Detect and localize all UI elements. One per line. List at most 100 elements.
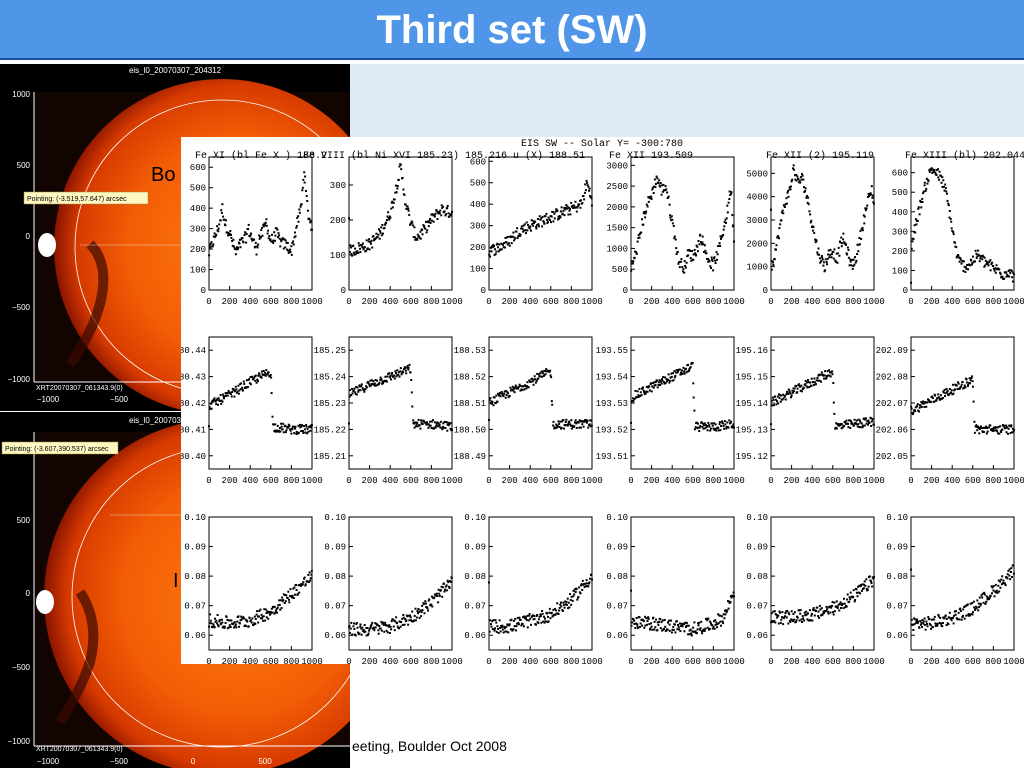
data-point bbox=[941, 397, 944, 399]
data-point bbox=[910, 407, 913, 410]
data-point bbox=[700, 421, 703, 424]
data-point bbox=[564, 424, 567, 427]
data-point bbox=[947, 394, 950, 397]
data-point bbox=[588, 581, 591, 584]
data-point bbox=[946, 389, 949, 392]
data-point bbox=[416, 610, 419, 613]
data-point bbox=[868, 194, 871, 196]
data-point bbox=[1005, 431, 1008, 434]
data-point bbox=[562, 419, 565, 421]
data-point bbox=[443, 420, 446, 423]
data-point bbox=[352, 244, 355, 247]
y-tick-label: 0.08 bbox=[606, 572, 628, 582]
data-point bbox=[525, 617, 527, 620]
data-point bbox=[288, 598, 290, 601]
data-point bbox=[822, 612, 825, 614]
data-point bbox=[525, 232, 527, 235]
data-point bbox=[556, 209, 559, 212]
image-name-top: eis_l0_20070307_204312 bbox=[129, 66, 222, 75]
data-point bbox=[996, 591, 999, 594]
data-point bbox=[247, 223, 250, 226]
data-point bbox=[230, 619, 233, 622]
data-point bbox=[934, 171, 937, 174]
data-point bbox=[649, 628, 651, 631]
data-point bbox=[427, 423, 430, 426]
data-point bbox=[999, 580, 1002, 583]
data-point bbox=[552, 220, 555, 223]
data-point bbox=[497, 628, 500, 630]
data-point bbox=[221, 203, 224, 206]
data-point bbox=[303, 425, 305, 427]
data-point bbox=[530, 380, 532, 383]
data-point bbox=[977, 249, 980, 252]
data-point bbox=[817, 379, 820, 382]
data-point bbox=[537, 622, 540, 625]
data-point bbox=[301, 186, 304, 189]
data-point bbox=[512, 628, 515, 631]
data-point bbox=[799, 612, 802, 615]
data-point bbox=[505, 630, 508, 633]
data-point bbox=[274, 234, 277, 237]
data-point bbox=[542, 220, 545, 223]
data-point bbox=[528, 614, 531, 617]
data-point bbox=[439, 426, 442, 429]
data-point bbox=[251, 375, 254, 378]
data-point bbox=[395, 191, 398, 194]
data-point bbox=[284, 239, 287, 242]
data-point bbox=[558, 609, 561, 612]
data-point bbox=[924, 401, 927, 404]
data-point bbox=[416, 238, 419, 241]
data-point bbox=[863, 222, 866, 225]
data-point bbox=[504, 237, 507, 239]
data-point bbox=[787, 392, 790, 395]
data-point bbox=[432, 419, 434, 422]
data-point bbox=[807, 203, 810, 206]
data-point bbox=[363, 246, 366, 248]
data-point bbox=[815, 379, 818, 382]
data-point bbox=[502, 243, 505, 246]
data-point bbox=[260, 236, 262, 239]
data-point bbox=[709, 429, 712, 432]
data-point bbox=[379, 627, 382, 630]
x-tick-label: 800 bbox=[563, 476, 579, 486]
data-point bbox=[359, 247, 361, 250]
x-tick-label: 400 bbox=[242, 476, 258, 486]
plot-frame bbox=[488, 156, 593, 291]
data-point bbox=[1012, 427, 1014, 430]
data-point bbox=[238, 238, 241, 241]
x-tick-label: 1000 bbox=[1003, 297, 1024, 307]
data-point bbox=[675, 253, 678, 255]
data-point bbox=[703, 629, 706, 632]
data-point bbox=[972, 400, 975, 403]
data-point bbox=[992, 426, 995, 429]
data-point bbox=[711, 424, 714, 427]
data-point bbox=[507, 242, 510, 245]
data-point bbox=[817, 247, 820, 250]
data-point bbox=[386, 375, 389, 378]
data-point bbox=[379, 378, 382, 381]
data-point bbox=[784, 398, 787, 401]
data-point bbox=[215, 233, 218, 236]
data-point bbox=[855, 423, 858, 426]
data-point bbox=[577, 421, 580, 424]
data-point bbox=[678, 368, 681, 371]
data-point bbox=[716, 626, 719, 629]
data-point bbox=[672, 626, 675, 629]
x-tick-label: 200 bbox=[783, 297, 799, 307]
plot-frame bbox=[208, 156, 313, 291]
data-point bbox=[816, 251, 819, 254]
data-point bbox=[951, 393, 954, 396]
data-point bbox=[208, 622, 211, 625]
data-point bbox=[311, 228, 313, 231]
data-point bbox=[504, 627, 506, 630]
data-point bbox=[410, 222, 413, 225]
data-point bbox=[1009, 432, 1012, 435]
data-point bbox=[706, 626, 709, 629]
data-point bbox=[832, 251, 835, 253]
data-point bbox=[254, 618, 257, 620]
data-point bbox=[237, 392, 240, 395]
data-point bbox=[723, 427, 726, 430]
x-tick-label: 400 bbox=[522, 297, 538, 307]
data-point bbox=[630, 262, 633, 265]
data-point bbox=[521, 623, 524, 626]
